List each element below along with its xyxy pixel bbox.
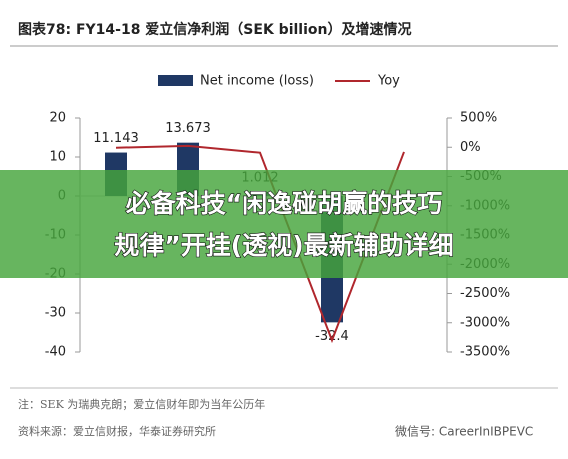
y-tick-label: 20 [49,111,66,126]
y2-tick-label: 0% [460,140,481,155]
y2-tick-label: 500% [460,111,497,126]
y-tick-label: -40 [45,345,66,360]
legend-label: Yoy [377,74,400,89]
y-tick-label: 10 [49,150,66,165]
y2-tick-label: -2500% [460,286,510,301]
y-tick-label: -30 [45,306,66,321]
value-label: -32.4 [315,329,349,344]
note: 注：SEK 为瑞典克朗；爱立信财年即为当年公历年 [18,397,265,411]
chart-title: 图表78: FY14-18 爱立信净利润（SEK billion）及增速情况 [18,21,411,38]
y2-tick-label: -3000% [460,315,510,330]
y2-tick-label: -3500% [460,345,510,360]
banner-text: 必备科技“闲逸碰胡赢的技巧 [126,189,442,218]
value-label: 11.143 [93,131,139,146]
banner-bg [0,170,568,278]
watermark: 微信号: CareerInIBPEVC [395,425,533,439]
value-label: 13.673 [165,121,211,136]
banner-text: 规律”开挂(透视)最新辅助详细 [114,231,453,260]
legend-label: Net income (loss) [200,74,314,89]
source: 资料来源：爱立信财报，华泰证券研究所 [18,424,216,438]
legend-swatch [158,75,193,86]
